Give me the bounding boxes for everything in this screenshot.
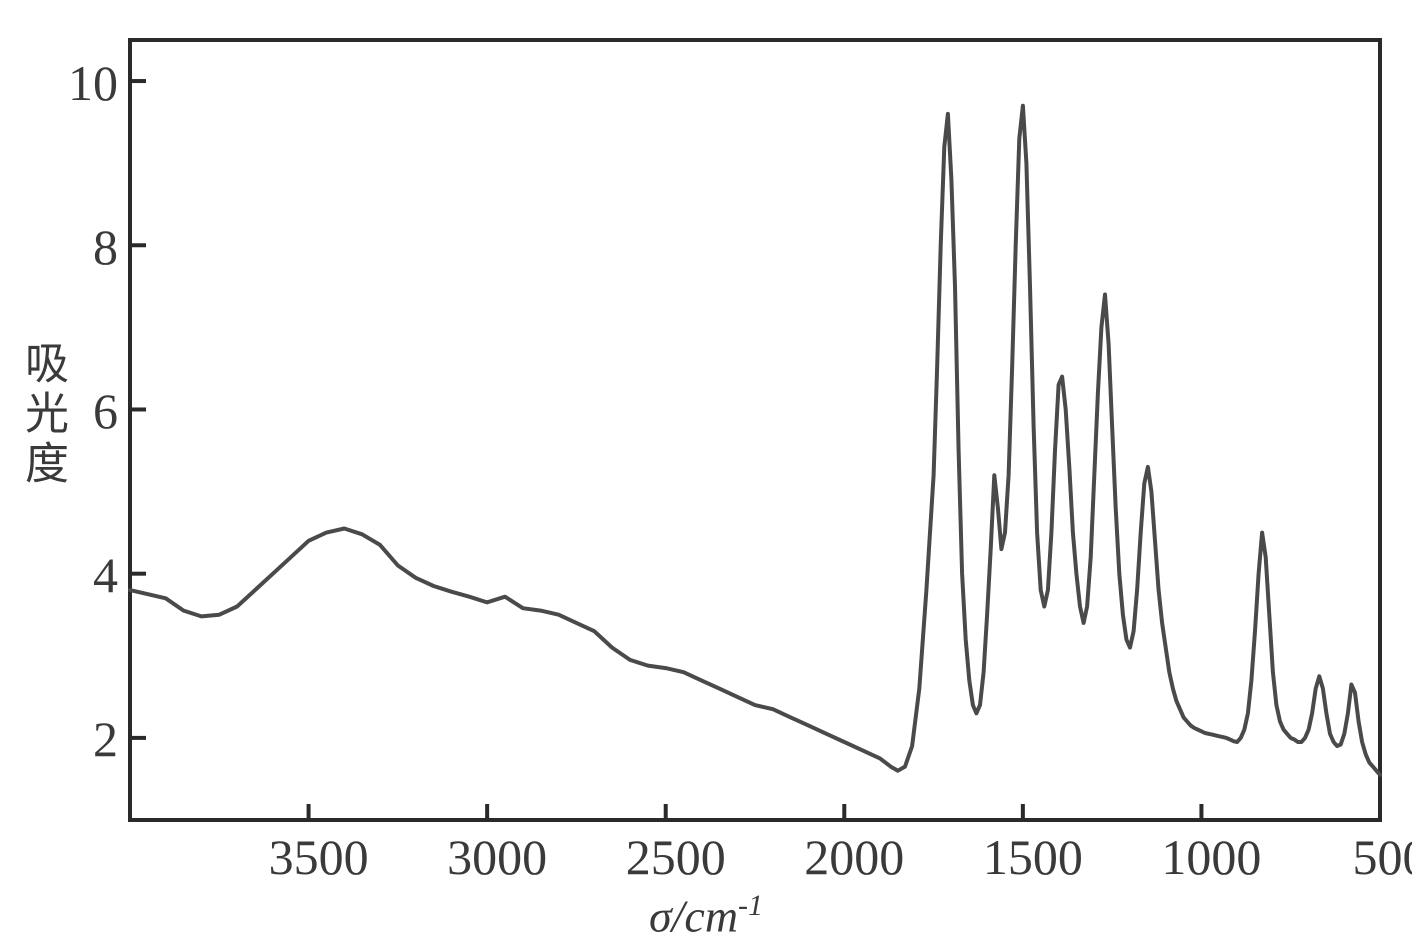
y-tick-label: 6 — [93, 382, 118, 440]
x-tick-label: 500 — [1325, 828, 1412, 886]
x-tick-label: 3500 — [254, 828, 384, 886]
y-tick-label: 4 — [93, 546, 118, 604]
x-axis-label-text: σ/cm — [649, 890, 738, 941]
x-tick-label: 1500 — [968, 828, 1098, 886]
x-axis-label-sup: -1 — [738, 889, 763, 922]
x-tick-label: 1000 — [1146, 828, 1276, 886]
y-tick-label: 10 — [68, 54, 118, 112]
x-tick-label: 2000 — [789, 828, 919, 886]
x-tick-label: 3000 — [432, 828, 562, 886]
chart-container: 吸光度 246810 350030002500200015001000500 σ… — [0, 0, 1412, 948]
y-tick-label: 8 — [93, 218, 118, 276]
y-tick-label: 2 — [93, 710, 118, 768]
x-tick-label: 2500 — [611, 828, 741, 886]
spectrum-plot — [0, 0, 1412, 948]
x-axis-label: σ/cm-1 — [0, 889, 1412, 942]
